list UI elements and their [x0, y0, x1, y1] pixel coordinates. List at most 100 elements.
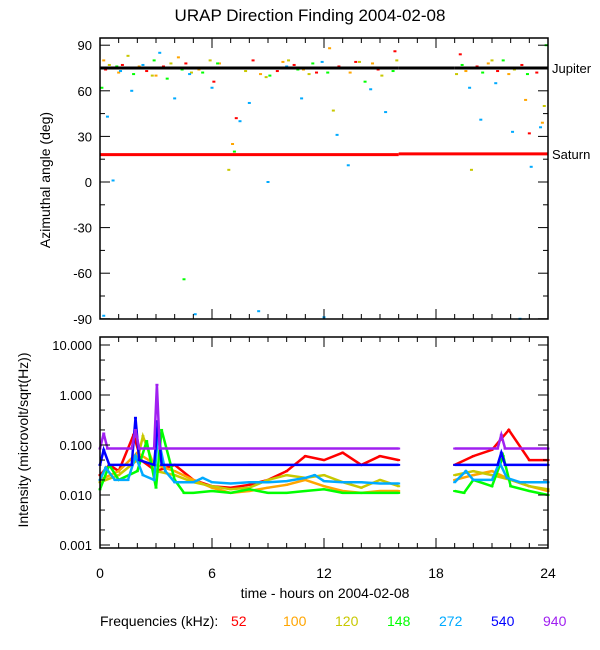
- azimuth-point-52: [496, 70, 500, 73]
- azimuth-axes: 90 60 30 0 -30 -60 -90 Jupiter Saturn: [73, 38, 592, 327]
- x-tick-label: 18: [428, 565, 444, 581]
- azimuth-point-52: [475, 65, 479, 68]
- intensity-point-940: [453, 447, 457, 450]
- azimuth-point-272: [320, 60, 324, 63]
- azimuth-data: [100, 44, 548, 320]
- intensity-data: [98, 383, 550, 497]
- azimuth-point-52: [145, 70, 149, 73]
- azimuth-point-100: [371, 62, 375, 65]
- azimuth-point-272: [238, 120, 242, 123]
- azimuth-point-148: [132, 73, 136, 76]
- azimuth-point-272: [257, 310, 261, 313]
- legend-item-120: 120: [335, 613, 359, 629]
- azimuth-point-52: [458, 53, 462, 56]
- chart-title: URAP Direction Finding 2004-02-08: [175, 6, 446, 25]
- azimuth-point-148: [363, 80, 367, 83]
- azimuth-point-52: [184, 62, 188, 65]
- azimuth-point-120: [490, 59, 494, 62]
- intensity-line-272: [453, 459, 548, 484]
- y-tick-label: -60: [73, 266, 92, 281]
- azimuth-point-120: [264, 76, 268, 79]
- azimuth-point-272: [158, 51, 162, 54]
- azimuth-point-52: [376, 68, 380, 71]
- legend-item-100: 100: [283, 613, 307, 629]
- azimuth-point-100: [328, 47, 332, 50]
- intensity-point-100: [453, 478, 457, 481]
- azimuth-point-100: [486, 62, 490, 65]
- azimuth-point-120: [395, 59, 399, 62]
- azimuth-point-52: [520, 63, 524, 66]
- azimuth-point-120: [107, 63, 111, 66]
- azimuth-point-272: [346, 164, 350, 167]
- y-tick-label: 1.000: [59, 388, 92, 403]
- azimuth-point-272: [102, 314, 106, 317]
- azimuth-point-100: [540, 121, 544, 124]
- intensity-point-272: [453, 481, 457, 484]
- azimuth-point-272: [188, 73, 192, 76]
- intensity-line-940: [454, 430, 548, 450]
- azimuth-point-52: [234, 117, 238, 120]
- azimuth-point-120: [287, 59, 291, 62]
- azimuth-point-148: [391, 70, 395, 73]
- azimuth-point-52: [354, 60, 358, 63]
- azimuth-point-148: [100, 86, 104, 89]
- y-tick-label: -90: [73, 312, 92, 327]
- azimuth-point-148: [326, 71, 330, 74]
- azimuth-point-120: [380, 74, 384, 77]
- legend-item-52: 52: [231, 613, 247, 629]
- azimuth-point-148: [152, 59, 156, 62]
- azimuth-point-120: [189, 71, 193, 74]
- azimuth-point-52: [315, 71, 319, 74]
- intensity-line-148: [454, 451, 549, 497]
- x-tick-label: 0: [96, 565, 104, 581]
- y-tick-label: -30: [73, 221, 92, 236]
- x-axis-label: time - hours on 2004-02-08: [241, 585, 410, 601]
- azimuth-point-100: [176, 56, 180, 59]
- intensity-axes: 10.000 1.000 0.100 0.010 0.001 0 6 12 18 24: [52, 337, 556, 581]
- saturn-label: Saturn: [552, 147, 590, 162]
- azimuth-y-label: Azimuthal angle (deg): [37, 112, 53, 248]
- azimuth-point-120: [512, 68, 516, 71]
- azimuth-point-52: [161, 65, 165, 68]
- jupiter-label: Jupiter: [552, 61, 592, 76]
- azimuth-point-148: [232, 150, 236, 153]
- intensity-line-540: [98, 417, 399, 467]
- azimuth-point-120: [169, 62, 173, 65]
- azimuth-point-100: [217, 62, 221, 65]
- azimuth-point-272: [511, 130, 515, 133]
- y-tick-label: 0: [85, 175, 92, 190]
- legend-item-148: 148: [387, 613, 411, 629]
- azimuth-point-272: [285, 65, 289, 68]
- azimuth-point-148: [460, 63, 464, 66]
- azimuth-point-120: [307, 73, 311, 76]
- intensity-point-148: [453, 490, 457, 493]
- azimuth-point-52: [275, 70, 279, 73]
- y-tick-label: 0.001: [59, 538, 92, 553]
- azimuth-point-148: [311, 62, 315, 65]
- y-tick-label: 30: [78, 129, 92, 144]
- azimuth-point-272: [247, 101, 251, 104]
- azimuth-point-100: [231, 143, 235, 145]
- azimuth-plot-frame: [99, 37, 549, 320]
- intensity-point-540: [453, 463, 457, 466]
- legend-title: Frequencies (kHz):: [100, 613, 218, 629]
- azimuth-point-100: [524, 98, 528, 101]
- azimuth-point-52: [292, 63, 296, 66]
- azimuth-point-100: [117, 71, 121, 74]
- azimuth-point-120: [126, 54, 130, 57]
- azimuth-point-272: [335, 133, 339, 136]
- legend-item-940: 940: [543, 613, 567, 629]
- azimuth-point-52: [120, 63, 124, 66]
- y-tick-label: 90: [78, 38, 92, 53]
- azimuth-point-272: [300, 97, 304, 100]
- azimuth-point-148: [216, 62, 220, 65]
- x-tick-label: 24: [540, 565, 556, 581]
- azimuth-point-100: [301, 68, 305, 71]
- legend-item-540: 540: [491, 613, 515, 629]
- azimuth-point-272: [210, 86, 214, 89]
- y-tick-label: 10.000: [52, 338, 92, 353]
- y-tick-label: 60: [78, 84, 92, 99]
- intensity-line-120: [454, 469, 549, 491]
- azimuth-point-120: [357, 60, 361, 63]
- azimuth-point-272: [266, 181, 270, 183]
